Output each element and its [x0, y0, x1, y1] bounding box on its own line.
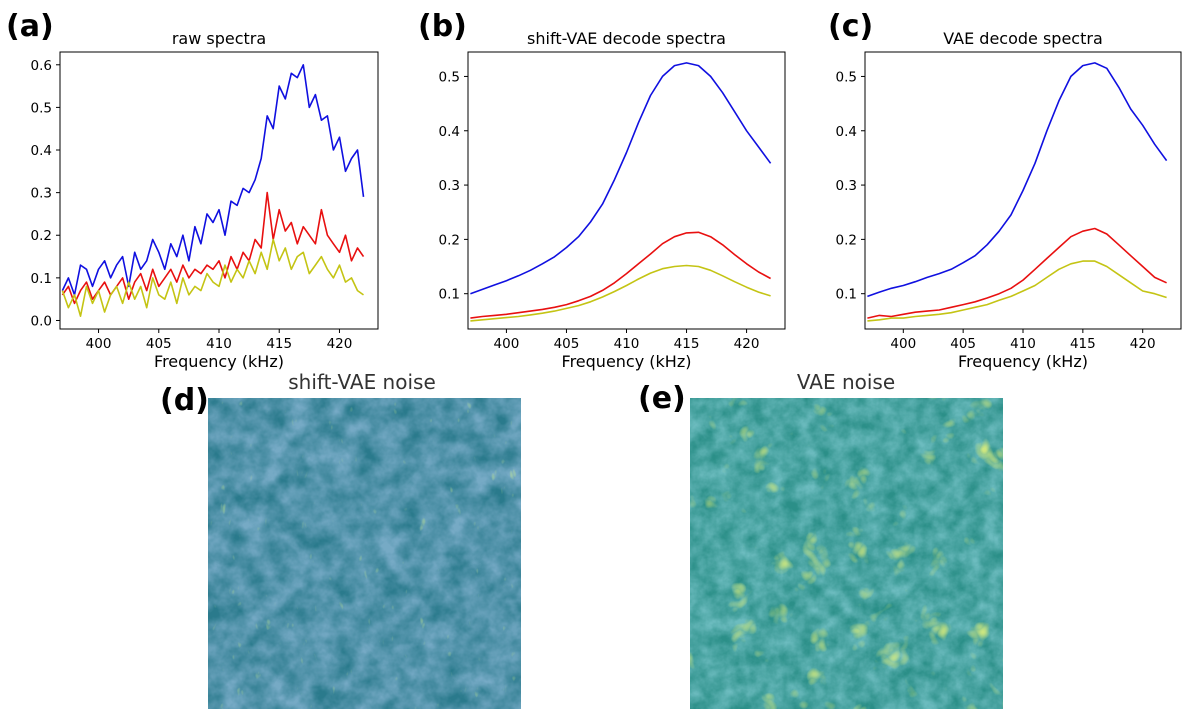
- series-line-1: [470, 62, 772, 295]
- y-tick-label: 0.1: [836, 287, 857, 303]
- chart-title: shift-VAE decode spectra: [527, 29, 726, 48]
- x-tick-label: 415: [674, 336, 700, 352]
- x-tick-label: 405: [146, 336, 172, 352]
- image-vae-noise: [690, 398, 1003, 709]
- series-line-3: [470, 264, 771, 322]
- y-tick-label: 0.5: [439, 69, 460, 85]
- series-line-1: [867, 62, 1168, 298]
- y-tick-label: 0.5: [836, 69, 857, 85]
- series-line-2: [470, 231, 771, 319]
- x-tick-label: 420: [327, 336, 353, 352]
- panel-letter-d: (d): [160, 383, 209, 418]
- panel-letter-e: (e): [638, 381, 686, 416]
- y-tick-label: 0.2: [439, 232, 460, 248]
- y-tick-label: 0.3: [31, 186, 52, 202]
- x-axis-label: Frequency (kHz): [562, 352, 692, 371]
- series-line-2: [867, 227, 1167, 319]
- panel-letter-a: (a): [6, 9, 54, 44]
- x-axis-label: Frequency (kHz): [154, 352, 284, 371]
- chart-shift-vae-decode-spectra: 400 405 410 415 420 0.1 0.2 0.3 0.4 0.5 shift-VAE …: [439, 29, 786, 371]
- y-tick-label: 0.6: [31, 58, 52, 74]
- x-tick-label: 420: [1130, 336, 1156, 352]
- x-tick-label: 415: [1070, 336, 1096, 352]
- panel-letter-c: (c): [828, 9, 873, 44]
- series-line-3: [867, 260, 1167, 322]
- x-tick-label: 410: [206, 336, 232, 352]
- y-tick-label: 0.2: [836, 232, 857, 248]
- chart-title: VAE decode spectra: [943, 29, 1103, 48]
- chart-title: raw spectra: [172, 29, 266, 48]
- y-tick-label: 0.3: [439, 178, 460, 194]
- image-title-shift-vae-noise: shift-VAE noise: [288, 370, 436, 394]
- y-tick-label: 0.4: [836, 124, 857, 140]
- x-tick-label: 410: [614, 336, 640, 352]
- panel-letter-b: (b): [418, 9, 467, 44]
- image-shift-vae-noise: [208, 398, 521, 709]
- y-tick-label: 0.0: [31, 313, 52, 329]
- image-title-vae-noise: VAE noise: [797, 370, 895, 394]
- chart-vae-decode-spectra: 400 405 410 415 420 0.1 0.2 0.3 0.4 0.5 VAE decode…: [836, 29, 1182, 371]
- y-tick-label: 0.1: [439, 287, 460, 303]
- series-line-1: [61, 64, 365, 296]
- chart-raw-spectra: 400 405 410 415 420 0.0 0.1 0.2 0.3 0.4 0.5 0.6 raw …: [31, 29, 379, 371]
- x-tick-label: 405: [554, 336, 580, 352]
- x-tick-label: 410: [1010, 336, 1036, 352]
- x-axis-label: Frequency (kHz): [958, 352, 1088, 371]
- x-tick-label: 400: [86, 336, 112, 352]
- y-tick-label: 0.5: [31, 100, 52, 116]
- x-tick-label: 400: [494, 336, 520, 352]
- x-tick-label: 405: [950, 336, 976, 352]
- plot-frame: [467, 51, 786, 330]
- y-tick-label: 0.4: [31, 143, 52, 159]
- series-line-2: [61, 191, 365, 305]
- y-tick-label: 0.3: [836, 178, 857, 194]
- y-tick-label: 0.4: [439, 124, 460, 140]
- x-tick-label: 415: [266, 336, 292, 352]
- x-tick-label: 400: [890, 336, 916, 352]
- y-tick-label: 0.2: [31, 228, 52, 244]
- x-tick-label: 420: [734, 336, 760, 352]
- series-line-3: [61, 238, 364, 318]
- y-tick-label: 0.1: [31, 271, 52, 287]
